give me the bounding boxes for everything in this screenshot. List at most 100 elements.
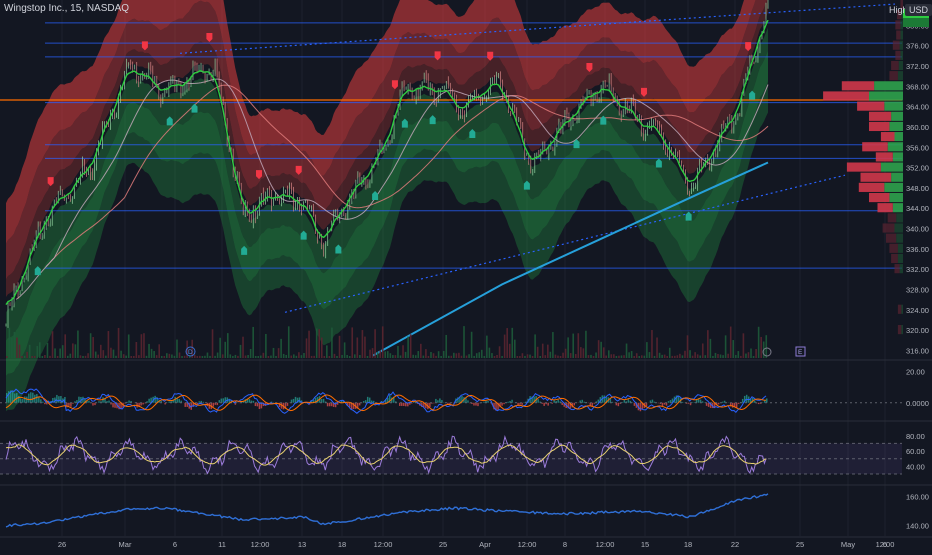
volume-bar xyxy=(705,355,707,358)
volume-bar xyxy=(560,356,562,358)
volume-bar xyxy=(514,340,516,358)
volume-bar xyxy=(212,329,214,358)
volume-bar xyxy=(669,348,671,358)
time-axis-label: 8 xyxy=(563,540,567,549)
time-axis-label: 25 xyxy=(439,540,447,549)
oscillator-bar xyxy=(584,402,586,403)
volume-bar xyxy=(75,344,77,358)
volume-bar xyxy=(623,355,625,358)
volume-bar xyxy=(367,356,369,358)
time-axis-label: May xyxy=(841,540,855,549)
volume-bar xyxy=(473,356,475,358)
volume-bar xyxy=(748,352,750,358)
volume-bar xyxy=(194,355,196,358)
volume-profile-buy xyxy=(900,20,903,29)
volume-profile-buy xyxy=(900,30,903,39)
volume-bar xyxy=(217,353,219,358)
volume-bar xyxy=(293,354,295,358)
volume-profile-buy xyxy=(898,254,903,263)
volume-profile-sell xyxy=(862,142,888,151)
volume-bar xyxy=(265,334,267,358)
price-scale-currency-button[interactable]: USD xyxy=(905,4,932,16)
oscillator-bar xyxy=(112,403,114,408)
volume-bar xyxy=(138,355,140,358)
volume-bar xyxy=(250,349,252,358)
volume-bar xyxy=(542,344,544,358)
volume-bar xyxy=(646,342,648,358)
volume-bar xyxy=(527,354,529,358)
volume-bar xyxy=(44,355,46,358)
volume-bar xyxy=(735,355,737,358)
volume-bar xyxy=(565,349,567,358)
volume-bar xyxy=(613,354,615,358)
volume-bar xyxy=(308,331,310,358)
volume-bar xyxy=(202,356,204,358)
volume-bar xyxy=(710,339,712,358)
volume-bar xyxy=(70,354,72,358)
oscillator-bar xyxy=(405,403,407,407)
volume-bar xyxy=(64,334,66,358)
volume-profile-buy xyxy=(874,81,903,90)
volume-bar xyxy=(732,340,734,358)
volume-bar xyxy=(562,353,564,358)
volume-bar xyxy=(296,356,298,358)
volume-profile-buy xyxy=(895,223,904,232)
oscillator-bar xyxy=(487,401,489,403)
volume-bar xyxy=(504,335,506,358)
volume-bar xyxy=(9,328,11,358)
volume-bar xyxy=(59,349,61,358)
volume-bar xyxy=(590,355,592,358)
volume-bar xyxy=(738,351,740,358)
volume-bar xyxy=(240,345,242,358)
oscillator-bar xyxy=(88,401,90,403)
volume-bar xyxy=(720,355,722,358)
volume-bar xyxy=(354,354,356,358)
rsi-axis-tick-label: 60.00 xyxy=(906,447,925,456)
volume-bar xyxy=(440,356,442,358)
volume-bar xyxy=(247,355,249,358)
volume-bar xyxy=(62,345,64,358)
volume-bar xyxy=(445,335,447,358)
volume-bar xyxy=(400,355,402,358)
volume-bar xyxy=(702,343,704,358)
volume-bar xyxy=(115,356,117,358)
volume-profile-sell xyxy=(823,91,869,100)
volume-bar xyxy=(550,352,552,358)
volume-bar xyxy=(522,353,524,358)
volume-bar xyxy=(329,356,331,358)
volume-bar xyxy=(423,356,425,358)
volume-profile-buy xyxy=(893,152,903,161)
volume-bar xyxy=(6,356,8,358)
oscillator-bar xyxy=(108,401,110,403)
volume-bar xyxy=(301,355,303,358)
volume-bar xyxy=(36,346,38,358)
volume-bar xyxy=(443,351,445,358)
volume-bar xyxy=(222,354,224,358)
oscillator-bar xyxy=(142,403,144,405)
volume-bar xyxy=(374,329,376,358)
volume-bar xyxy=(290,356,292,358)
volume-profile-sell xyxy=(842,81,874,90)
oscillator-bar xyxy=(624,400,626,403)
time-axis-label: 22 xyxy=(731,540,739,549)
volume-profile-buy xyxy=(891,173,903,182)
oscillator-bar xyxy=(28,394,30,403)
volume-bar xyxy=(765,335,767,358)
volume-profile-buy xyxy=(899,61,903,70)
volume-profile-buy xyxy=(884,183,903,192)
volume-bar xyxy=(34,356,36,358)
volume-bar xyxy=(583,348,585,358)
volume-bar xyxy=(689,350,691,358)
oscillator-bar xyxy=(439,398,441,402)
volume-bar xyxy=(197,356,199,358)
oscillator-bar xyxy=(503,403,505,404)
volume-bar xyxy=(156,355,158,358)
volume-bar xyxy=(544,355,546,358)
oscillator-bar xyxy=(30,392,32,402)
volume-bar xyxy=(334,354,336,358)
price-axis-tick-label: 336.00 xyxy=(906,245,929,254)
oscillator-bar xyxy=(221,399,223,403)
volume-bar xyxy=(207,353,209,358)
